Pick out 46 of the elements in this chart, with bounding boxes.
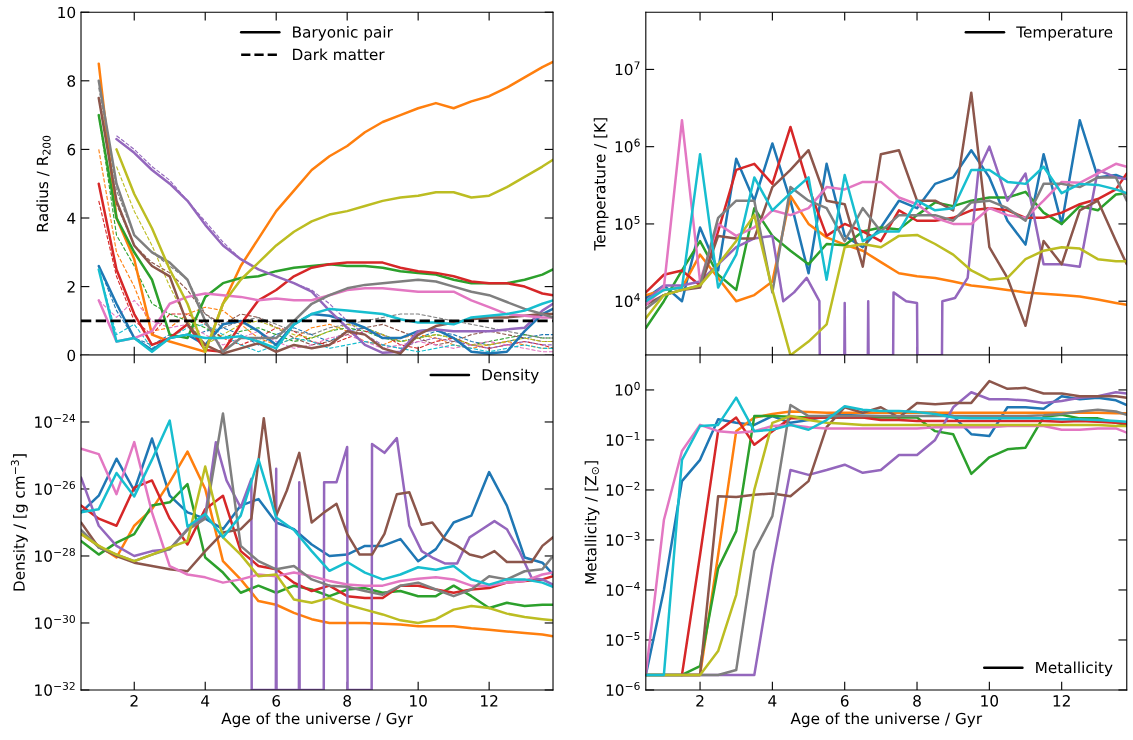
y-tick-label: 10$^{−2}$: [606, 481, 640, 496]
y-tick-label: 10$^{−30}$: [35, 614, 75, 629]
y-tick-label: 10$^{6}$: [615, 138, 640, 153]
legend-label: Density: [482, 368, 539, 384]
y-tick-label: 10$^{−24}$: [35, 413, 76, 428]
x-tick-label: 10: [981, 695, 999, 707]
legend-label: Temperature: [1016, 26, 1113, 41]
y-tick-label: 10$^{−32}$: [35, 681, 75, 696]
y-tick-label: 10$^{−28}$: [35, 547, 75, 562]
y-tick-label: 10$^{−26}$: [35, 480, 76, 495]
y-tick-label: 10$^{−1}$: [606, 431, 640, 446]
x-axis-title: Age of the universe / Gyr: [221, 712, 413, 728]
legend-label: Metallicity: [1036, 661, 1113, 677]
y-tick-label: 10$^{7}$: [615, 61, 640, 76]
y-tick-label: 10$^{4}$: [615, 293, 640, 308]
y-axis-title: Metallicity / [Z$_{⊙}$]: [584, 461, 600, 584]
legend-label: Dark matter: [293, 48, 385, 61]
x-tick-label: 8: [343, 695, 351, 707]
y-tick-label: 10$^{−5}$: [606, 632, 640, 646]
y-tick-label: 10$^{5}$: [615, 215, 640, 230]
x-tick-label: 4: [201, 695, 210, 707]
x-tick-label: 2: [130, 695, 138, 707]
y-tick-label: 4: [67, 212, 76, 224]
y-tick-label: 2: [67, 281, 75, 293]
y-tick-label: 6: [67, 143, 76, 156]
y-tick-label: 0: [67, 349, 76, 362]
x-tick-label: 6: [840, 695, 849, 707]
x-tick-label: 12: [481, 695, 498, 707]
x-tick-label: 4: [768, 695, 777, 707]
y-axis-title: Temperature / [K]: [593, 118, 609, 251]
x-tick-label: 2: [696, 695, 704, 707]
x-tick-label: 6: [272, 695, 281, 707]
y-axis-title: Radius / R$_{200}$: [36, 135, 51, 232]
y-axis-title: Density / [g cm$^{−3}$]: [10, 454, 28, 591]
y-tick-label: 10: [58, 6, 76, 19]
legend-label: Baryonic pair: [293, 25, 393, 41]
x-tick-label: 12: [1053, 695, 1070, 707]
x-tick-label: 10: [410, 695, 427, 707]
line-series: [645, 152, 1127, 303]
y-tick-label: 10$^{−6}$: [606, 681, 640, 696]
y-tick-label: 10$^{−3}$: [606, 531, 640, 546]
x-tick-label: 8: [913, 695, 921, 707]
y-tick-label: 10$^{0}$: [615, 381, 640, 396]
y-tick-label: 10$^{−4}$: [606, 582, 640, 596]
y-tick-label: 8: [67, 75, 76, 87]
x-axis-title: Age of the universe / Gyr: [790, 712, 983, 728]
